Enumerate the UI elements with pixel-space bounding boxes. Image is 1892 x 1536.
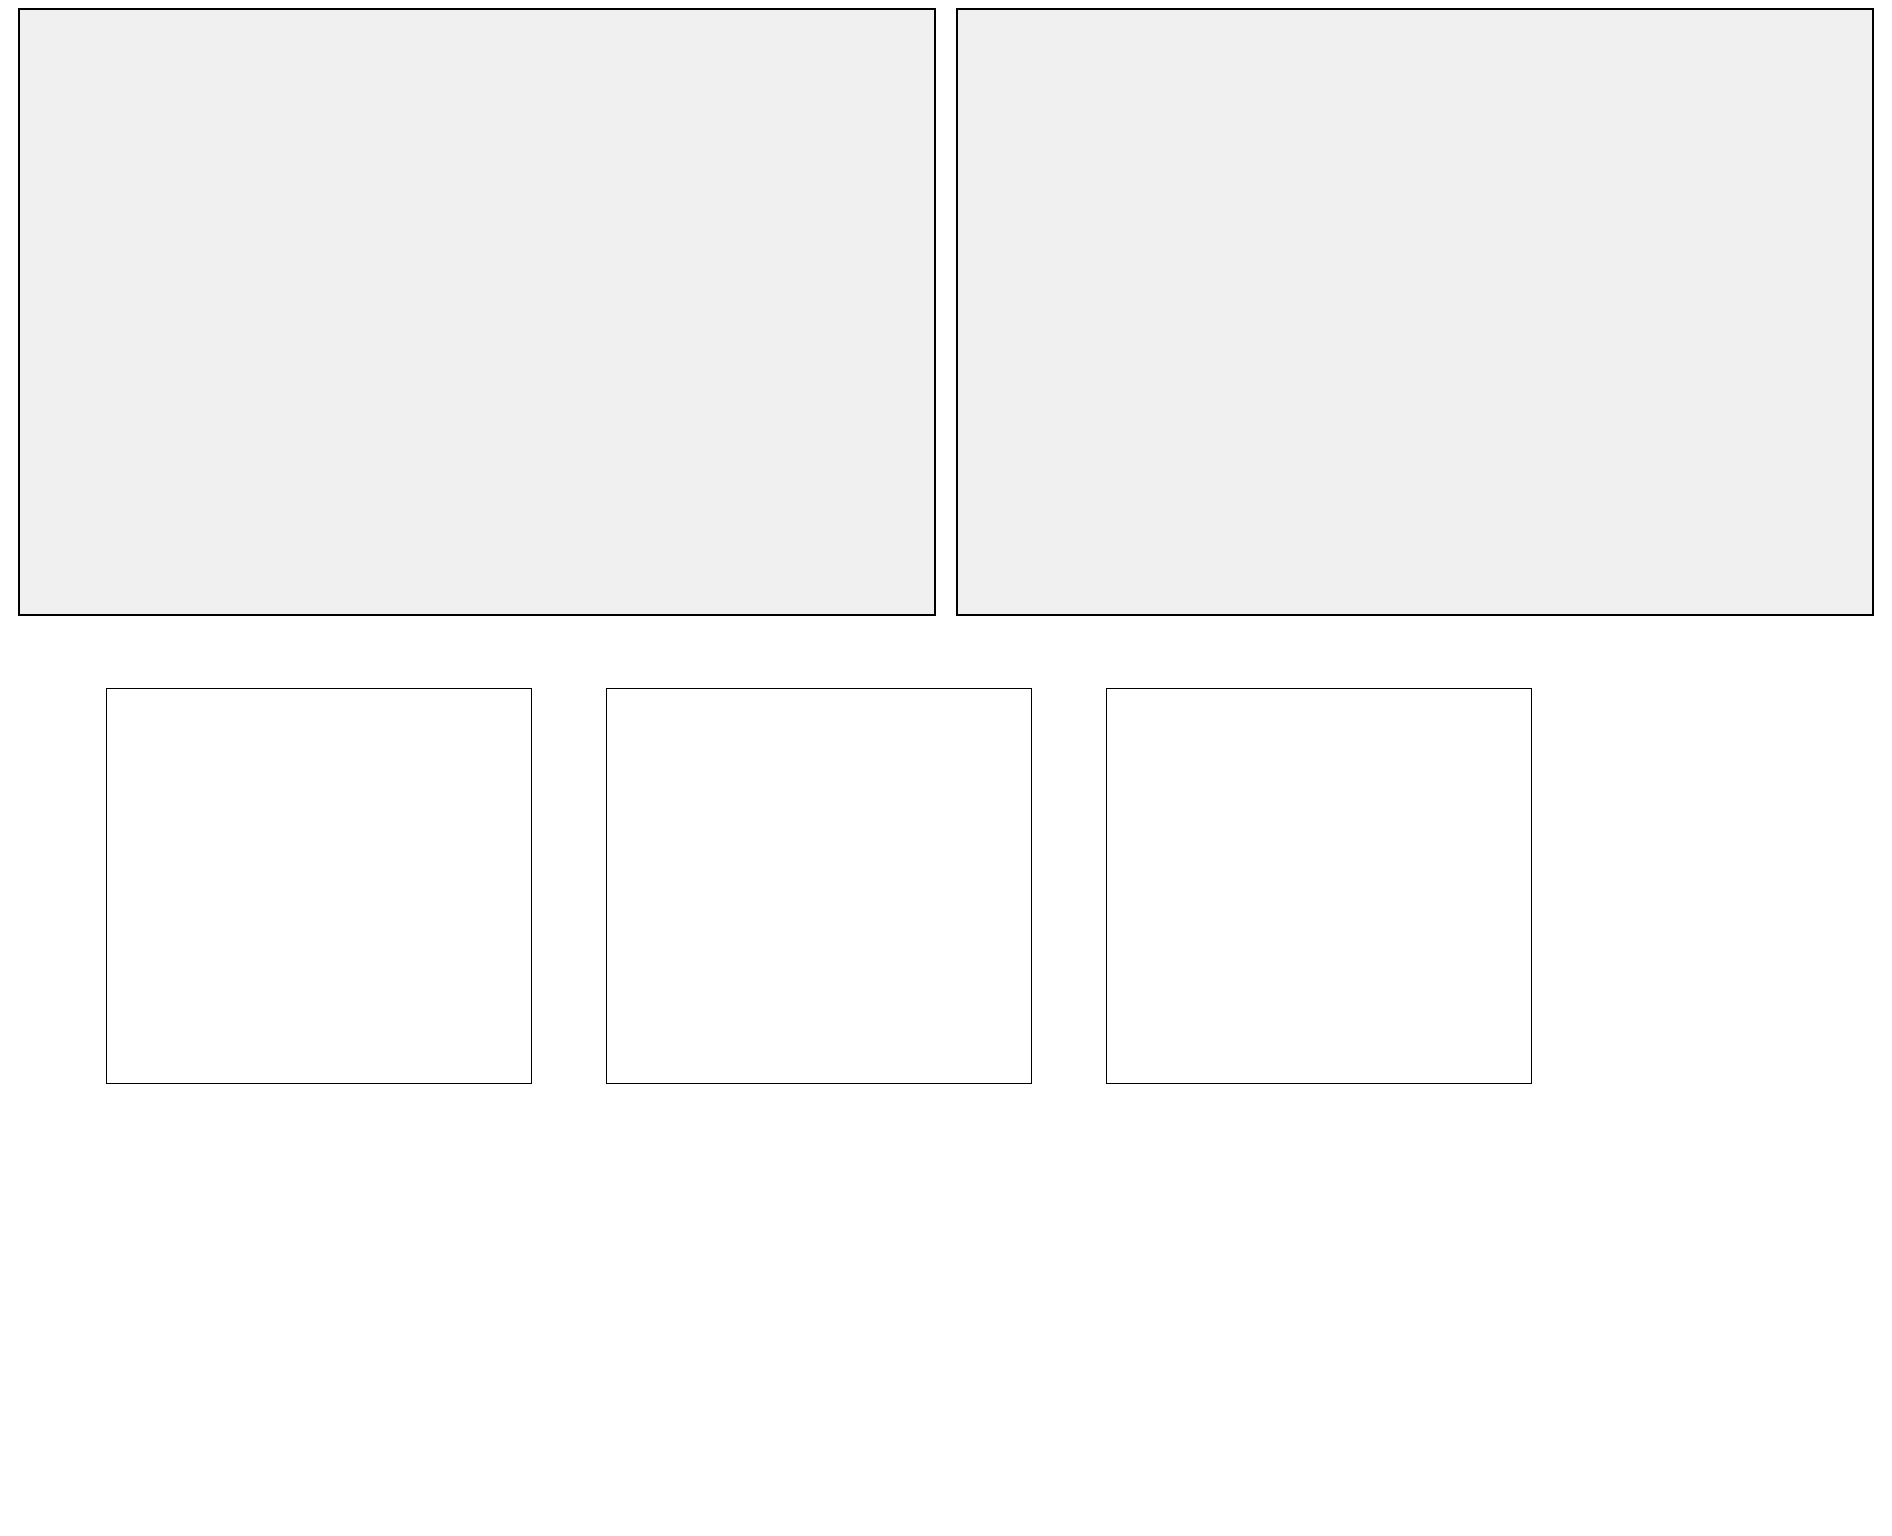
scatter-plot-ol (106, 688, 532, 1084)
scatter-plot-daconst (606, 688, 1032, 1084)
density-heatmap-davar (1107, 689, 1531, 1083)
scatter-panel-daconst (520, 622, 1060, 1170)
scatter-panel-davar (1020, 622, 1560, 1170)
alps-map-b (958, 136, 1872, 614)
mae-change-colorbar-b (1103, 70, 1727, 134)
scatter-plot-davar (1106, 688, 1532, 1084)
density-heatmap-daconst (607, 689, 1031, 1083)
mae-change-colorbar-a (165, 70, 789, 134)
alps-map-a (20, 136, 934, 614)
map-panel-b (956, 8, 1874, 616)
density-heatmap-ol (107, 689, 531, 1083)
identity-line (1107, 689, 1531, 1083)
samples-colorbar (55, 1208, 715, 1308)
map-panel-a (18, 8, 936, 616)
identity-line (107, 689, 531, 1083)
identity-line (607, 689, 1031, 1083)
scatter-panel-ol (20, 622, 560, 1170)
